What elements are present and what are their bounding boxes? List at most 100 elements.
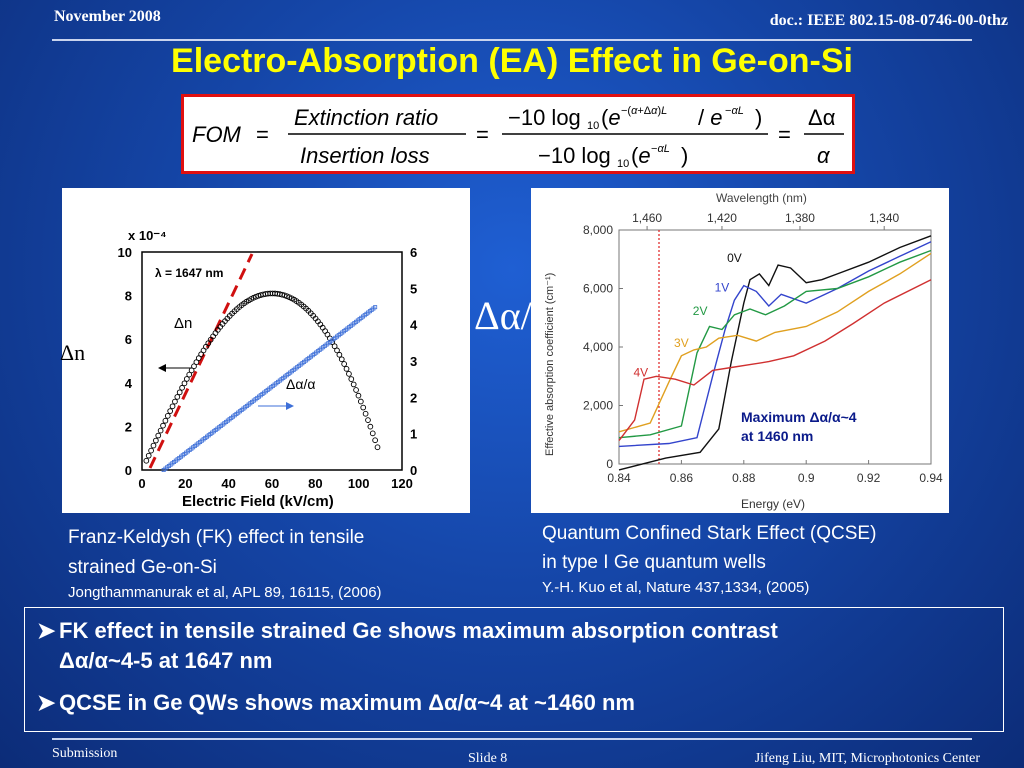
x-tick-label: 0.92 [857, 471, 881, 485]
dn-data-point [360, 404, 367, 411]
fom-formula-box: FOM = Extinction ratio Insertion loss = … [181, 94, 855, 174]
right-reference: Y.-H. Kuo et al, Nature 437,1334, (2005) [542, 579, 810, 596]
dn-data-point [186, 371, 193, 378]
curve-label-2V: 2V [693, 304, 708, 318]
x-tick-label: 0 [138, 476, 145, 491]
dn-data-point [148, 447, 154, 454]
dn-data-point [145, 452, 152, 459]
right-caption-line2: in type I Ge quantum wells [542, 552, 766, 573]
formula-frac2-den: −10 log 10 (e −αL ) [538, 143, 688, 170]
header-date: November 2008 [54, 8, 161, 25]
absorption-curve-1V [618, 241, 932, 448]
max-annotation-line2: at 1460 nm [741, 428, 813, 444]
y-tick-label: 8,000 [583, 223, 613, 237]
x-tick-label: 0.9 [798, 471, 815, 485]
slide-title: Electro-Absorption (EA) Effect in Ge-on-… [171, 42, 853, 80]
dn-data-point [357, 398, 364, 405]
top-tick-label: 1,460 [632, 211, 662, 225]
bullet-1: ➤ FK effect in tensile strained Ge shows … [37, 618, 778, 644]
svg-text:−10 log: −10 log [508, 105, 581, 130]
curve-label-0V: 0V [727, 251, 742, 265]
formula-frac2-num: −10 log 10 (e −(α+Δα)L / e −αL ) [508, 105, 762, 132]
dn-data-point [143, 457, 150, 464]
bullet-1-line1: FK effect in tensile strained Ge shows m… [59, 618, 778, 643]
x-tick-label: 60 [265, 476, 279, 491]
dn-data-point [350, 381, 357, 388]
footer-slide-number: Slide 8 [468, 751, 508, 766]
svg-text:−αL: −αL [725, 105, 744, 117]
left-caption-line1: Franz-Keldysh (FK) effect in tensile [68, 527, 365, 548]
dn-data-point [193, 359, 200, 365]
x-axis-label: Energy (eV) [741, 497, 805, 511]
dn-data-point [374, 444, 381, 451]
x-tick-label: 0.84 [607, 471, 631, 485]
header-doc-id: doc.: IEEE 802.15-08-0746-00-0thz [769, 12, 1008, 29]
y-left-tick-label: 6 [125, 332, 132, 347]
dn-data-point [169, 403, 176, 410]
plot-frame [141, 251, 403, 471]
top-tick-label: 1,340 [869, 211, 899, 225]
top-axis-label: Wavelength (nm) [716, 191, 807, 205]
absorption-curve-2V [618, 249, 932, 439]
y-left-tick-label: 2 [125, 419, 132, 434]
x-tick-label: 0.88 [732, 471, 756, 485]
dn-data-point [343, 366, 350, 372]
qcse-plot: Wavelength (nm) 1,460 1,420 1,380 1,340 0 2,… [531, 188, 949, 513]
svg-text:(e: (e [601, 105, 621, 130]
left-reference: Jongthammanurak et al, APL 89, 16115, (2… [68, 584, 382, 601]
svg-text:): ) [681, 143, 688, 168]
y-left-tick-label: 8 [125, 289, 132, 304]
dn-data-point [155, 432, 162, 439]
dn-axis-label: Δn [60, 340, 86, 365]
curve-label-3V: 3V [674, 336, 689, 350]
dn-data-point [336, 351, 343, 358]
dn-data-point [174, 394, 181, 400]
curve-label-1V: 1V [715, 280, 730, 294]
lambda-label: λ = 1647 nm [155, 266, 223, 280]
top-tick-label: 1,380 [785, 211, 815, 225]
y-right-tick-label: 3 [410, 354, 417, 369]
y-right-tick-label: 6 [410, 245, 417, 260]
formula-frac1-den: Insertion loss [300, 143, 430, 168]
formula-frac1-num: Extinction ratio [294, 105, 438, 130]
dn-data-point [167, 408, 174, 414]
y-left-tick-label: 0 [125, 463, 132, 478]
formula-eq1: = [256, 122, 269, 147]
y-left-tick-label: 4 [125, 376, 133, 391]
y-right-tick-label: 1 [410, 427, 417, 442]
dn-data-point [162, 417, 169, 424]
dn-data-point [183, 376, 190, 382]
dn-data-point [150, 442, 157, 449]
x-tick-label: 120 [391, 476, 413, 491]
summary-box: ➤ FK effect in tensile strained Ge shows … [24, 607, 1004, 732]
formula-lhs: FOM [192, 122, 242, 147]
x-tick-label: 100 [348, 476, 370, 491]
x-tick-label: 20 [178, 476, 192, 491]
dn-data-point [191, 363, 197, 370]
fk-effect-plot: 0 2 4 6 8 10 0 1 2 3 4 5 6 0 20 40 60 80 100 120 x 10⁻⁴ λ… [62, 188, 470, 513]
bullet-2: ➤ QCSE in Ge QWs shows maximum Δα/α~4 at … [37, 690, 635, 716]
dn-data-point [334, 347, 340, 354]
da-data-series [161, 305, 378, 472]
y-axis-label: Effective absorption coefficient (cm⁻¹) [544, 273, 556, 456]
dn-data-point [188, 367, 195, 374]
y-tick-label: 0 [606, 457, 613, 471]
right-caption-line1: Quantum Confined Stark Effect (QCSE) [542, 523, 877, 544]
x-tick-label: 80 [308, 476, 322, 491]
header-divider [52, 39, 972, 41]
dn-data-point [367, 423, 374, 430]
y-right-tick-label: 2 [410, 390, 417, 405]
formula-eq3: = [778, 122, 791, 147]
da-data-point [373, 305, 378, 310]
absorption-curve-0V [618, 235, 932, 471]
formula-frac3-den: α [817, 143, 831, 168]
absorption-curve-4V [618, 279, 932, 442]
dn-data-point [346, 371, 352, 377]
dn-curve-label: Δn [174, 315, 192, 332]
y-right-tick-label: 5 [410, 281, 417, 296]
dn-data-point [157, 427, 164, 434]
dn-data-point [355, 392, 362, 399]
dn-data-point [176, 389, 183, 396]
linear-fit-line [148, 253, 254, 469]
dn-data-point [181, 380, 188, 387]
